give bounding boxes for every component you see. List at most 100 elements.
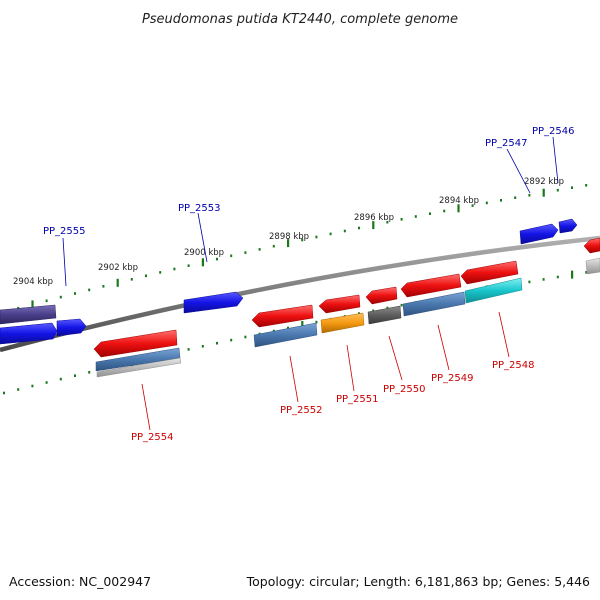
outer-major-tick [457,204,460,213]
inner-major-tick [301,321,304,329]
map-title: Pseudomonas putida KT2440, complete geno… [142,12,458,27]
gene-orange-pp2551[interactable] [320,312,365,334]
inner-minor-tick [3,391,5,395]
label-pp2549[interactable]: PP_2549 [431,373,474,384]
inner-minor-tick [88,371,91,374]
scale-label-2894: 2894 kbp [439,196,479,206]
label-pp2552[interactable]: PP_2552 [280,405,323,416]
outer-minor-tick [571,186,573,189]
gene-blue-pp2546[interactable] [558,218,578,234]
inner-minor-tick [542,278,545,281]
outer-minor-tick [414,215,417,218]
label-pp2551[interactable]: PP_2551 [336,394,379,405]
outer-minor-tick [471,204,474,207]
gene-grey-pp2550[interactable] [367,305,402,325]
inner-minor-tick [59,377,62,381]
gene-blue-pp2547[interactable] [519,223,559,245]
inner-minor-tick [386,306,389,310]
outer-minor-tick [102,285,105,288]
outer-major-tick [116,278,119,287]
inner-minor-tick [74,374,76,377]
outer-minor-tick [74,292,76,295]
scale-label-2900: 2900 kbp [184,248,224,258]
gene-red-pp2548[interactable] [460,260,519,285]
scale-label-2896: 2896 kbp [354,213,394,223]
gene-labels: PP_2555 PP_2553 PP_2547 PP_2546 PP_2554 … [43,126,575,443]
outer-minor-tick [485,201,488,205]
gene-red-right-edge[interactable] [583,237,600,254]
outer-minor-tick [358,226,360,230]
inner-minor-tick [187,348,190,351]
outer-major-tick [31,300,34,309]
gene-blue-pp2555[interactable] [56,318,87,337]
outer-minor-tick [159,271,162,274]
inner-minor-tick [556,275,559,279]
gene-blue-left-outer[interactable] [0,322,58,345]
genome-summary-text: Topology: circular; Length: 6,181,863 bp… [246,574,590,589]
label-pp2546[interactable]: PP_2546 [532,126,575,137]
label-pp2554[interactable]: PP_2554 [131,432,174,443]
scale-label-2904: 2904 kbp [13,277,53,287]
outer-major-tick [287,239,290,248]
outer-minor-tick [400,218,403,221]
outer-minor-tick [443,209,446,213]
scale-label-2902: 2902 kbp [98,263,138,273]
outer-minor-tick [45,299,48,303]
outer-major-tick [372,221,375,230]
outer-minor-tick [514,196,517,199]
outer-minor-tick [315,235,318,239]
inner-minor-tick [315,320,318,324]
inner-minor-tick [400,303,403,307]
inner-major-tick [571,270,574,279]
outer-tick-ring [3,184,588,314]
outer-minor-tick [329,232,332,236]
gene-steel-pp2552[interactable] [253,322,318,348]
gene-red-pp2554[interactable] [93,329,178,358]
outer-minor-tick [528,193,531,197]
inner-minor-tick [528,280,531,284]
gene-blue-pp2553[interactable] [183,291,244,314]
forward-genes [0,218,578,345]
gene-navy-left[interactable] [0,304,57,325]
outer-major-tick [542,188,545,197]
scale-label-2892: 2892 kbp [524,177,564,187]
outer-minor-tick [230,254,233,258]
outer-minor-tick [216,257,218,261]
outer-minor-tick [429,212,431,215]
outer-major-tick [201,258,204,267]
outer-minor-tick [556,188,559,192]
inner-minor-tick [17,388,20,391]
reverse-genes [93,237,600,378]
outer-minor-tick [343,229,346,233]
outer-minor-tick [145,274,147,278]
inner-minor-tick [230,338,233,342]
gene-red-pp2549[interactable] [400,273,462,298]
leader-lines [62,136,559,431]
inner-minor-tick [216,341,218,345]
outer-minor-tick [59,295,62,299]
gene-cyan-pp2548[interactable] [464,277,523,304]
outer-minor-tick [301,238,304,242]
scale-label-2898: 2898 kbp [269,232,309,242]
gene-silver-right-edge[interactable] [585,257,600,275]
label-pp2548[interactable]: PP_2548 [492,360,535,371]
gene-red-pp2550[interactable] [365,286,398,305]
inner-minor-tick [45,381,48,384]
gene-steel-pp2549[interactable] [402,291,466,317]
label-pp2550[interactable]: PP_2550 [383,384,426,395]
inner-minor-tick [585,271,588,274]
label-pp2553[interactable]: PP_2553 [178,203,221,214]
accession-text: Accession: NC_002947 [9,574,151,589]
scale-labels: 2904 kbp 2902 kbp 2900 kbp 2898 kbp 2896… [13,177,564,287]
outer-minor-tick [187,264,190,267]
label-pp2547[interactable]: PP_2547 [485,138,528,149]
gene-silver-row3[interactable] [96,357,182,378]
label-pp2555[interactable]: PP_2555 [43,226,86,237]
outer-minor-tick [500,199,502,202]
gene-red-pp2552[interactable] [251,304,314,328]
outer-minor-tick [585,184,588,187]
inner-minor-tick [31,384,34,388]
outer-minor-tick [386,220,389,224]
gene-red-pp2551[interactable] [318,294,361,314]
